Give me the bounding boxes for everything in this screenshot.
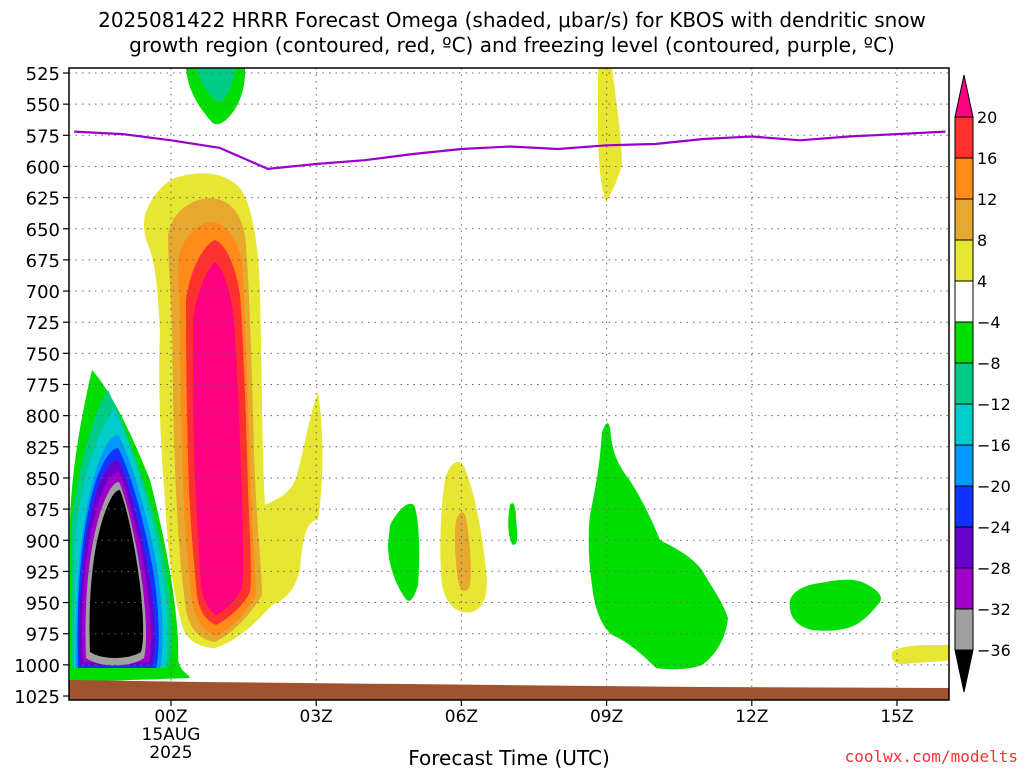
y-tick-label: 1000 bbox=[14, 656, 60, 677]
omega-contour-green-14z bbox=[789, 579, 881, 631]
colorbar-swatch bbox=[954, 321, 974, 364]
colorbar-tick-label: 16 bbox=[977, 149, 997, 168]
y-tick-label: 650 bbox=[26, 220, 60, 241]
colorbar-tick-label: −36 bbox=[977, 641, 1011, 660]
y-tick-label: 825 bbox=[26, 438, 60, 459]
x-date-label: 15AUG bbox=[142, 725, 201, 745]
y-tick-label: 725 bbox=[26, 313, 60, 334]
omega-contour-yellow-16z bbox=[891, 645, 949, 665]
colorbar-tick-label: −32 bbox=[977, 600, 1011, 619]
x-tick-label: 00Z bbox=[154, 707, 187, 727]
colorbar-tick-label: −4 bbox=[977, 313, 1001, 332]
x-axis-label: Forecast Time (UTC) bbox=[408, 746, 610, 768]
colorbar-swatch bbox=[954, 280, 974, 323]
y-tick-label: 550 bbox=[26, 95, 60, 116]
chart-title-line-2: growth region (contoured, red, ºC) and f… bbox=[129, 33, 895, 57]
y-tick-label: 575 bbox=[26, 126, 60, 147]
y-tick-label: 900 bbox=[26, 531, 60, 552]
colorbar-tick-label: −16 bbox=[977, 436, 1011, 455]
colorbar-swatch bbox=[954, 567, 974, 610]
colorbar-tick-label: 8 bbox=[977, 231, 987, 250]
omega-contour-upper-teal bbox=[196, 68, 235, 102]
y-tick-label: 975 bbox=[26, 625, 60, 646]
colorbar-swatch bbox=[954, 485, 974, 528]
colorbar-swatch bbox=[954, 157, 974, 200]
colorbar-swatch bbox=[954, 403, 974, 446]
x-tick-label: 09Z bbox=[590, 707, 623, 727]
colorbar-tick-label: −28 bbox=[977, 559, 1011, 578]
colorbar: 20 16 12 8 4 −4 −8 −12 −16 −20 −24 −28 −32 −36 bbox=[954, 74, 1011, 693]
colorbar-tick-label: 4 bbox=[977, 272, 987, 291]
chart-grid bbox=[69, 68, 949, 700]
x-date-label: 2025 bbox=[149, 743, 192, 763]
colorbar-tick-label: −8 bbox=[977, 354, 1001, 373]
colorbar-swatch bbox=[954, 608, 974, 651]
omega-shading bbox=[69, 68, 949, 700]
omega-contour-green-07z bbox=[508, 503, 518, 545]
colorbar-tick-label: −20 bbox=[977, 477, 1011, 496]
y-tick-label: 1025 bbox=[14, 687, 60, 708]
colorbar-swatch bbox=[954, 239, 974, 282]
y-tick-label: 850 bbox=[26, 469, 60, 490]
x-tick-label: 06Z bbox=[445, 707, 478, 727]
colorbar-tick-label: −24 bbox=[977, 518, 1011, 537]
terrain-fill bbox=[69, 680, 949, 700]
y-tick-label: 625 bbox=[26, 189, 60, 210]
y-tick-label: 875 bbox=[26, 500, 60, 521]
colorbar-swatch bbox=[954, 444, 974, 487]
y-tick-label: 700 bbox=[26, 282, 60, 303]
y-tick-label: 600 bbox=[26, 157, 60, 178]
omega-contour-black bbox=[89, 490, 144, 658]
y-tick-label: 750 bbox=[26, 344, 60, 365]
x-tick-label: 12Z bbox=[735, 707, 768, 727]
omega-contour-green-09z bbox=[588, 423, 728, 670]
x-tick-label: 15Z bbox=[880, 707, 913, 727]
colorbar-swatch bbox=[954, 362, 974, 405]
omega-contour-magenta bbox=[193, 262, 244, 615]
y-tick-label: 775 bbox=[26, 376, 60, 397]
x-tick-label: 03Z bbox=[300, 707, 333, 727]
chart-title-line-1: 2025081422 HRRR Forecast Omega (shaded, … bbox=[98, 8, 926, 32]
colorbar-arrow-bottom bbox=[954, 649, 974, 693]
y-tick-label: 800 bbox=[26, 407, 60, 428]
colorbar-tick-label: 12 bbox=[977, 190, 997, 209]
colorbar-arrow-top bbox=[954, 74, 974, 118]
omega-contour-yellow-09z-top bbox=[598, 68, 622, 202]
omega-contour-green-05z bbox=[388, 503, 420, 601]
footer-credit[interactable]: coolwx.com/modelts bbox=[844, 747, 1018, 766]
y-axis: 525 550 575 600 625 650 675 700 725 750 775 800 825 8… bbox=[14, 64, 69, 708]
y-tick-label: 950 bbox=[26, 594, 60, 615]
colorbar-swatch bbox=[954, 198, 974, 241]
colorbar-tick-label: 20 bbox=[977, 108, 997, 127]
y-tick-label: 925 bbox=[26, 562, 60, 583]
y-tick-label: 525 bbox=[26, 64, 60, 85]
colorbar-swatch bbox=[954, 116, 974, 159]
y-tick-label: 675 bbox=[26, 251, 60, 272]
colorbar-swatch bbox=[954, 526, 974, 569]
colorbar-tick-label: −12 bbox=[977, 395, 1011, 414]
freezing-level-line bbox=[74, 130, 946, 170]
